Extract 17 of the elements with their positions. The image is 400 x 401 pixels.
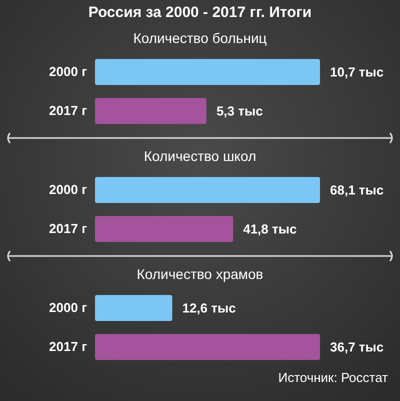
- y-tick-label: 2000 г: [49, 182, 88, 198]
- data-label: 68,1 тыс: [330, 182, 384, 198]
- data-label: 41,8 тыс: [243, 222, 297, 237]
- chart-title: Количество школ: [142, 148, 258, 166]
- y-tick-label: 2000 г: [49, 300, 88, 316]
- y-tick-label: 2017 г: [49, 103, 88, 118]
- chart-subtitle: Количество больниц: [132, 30, 268, 48]
- data-label: 12,6 тыс: [182, 300, 236, 316]
- data-label: 5,3 тыс: [216, 104, 263, 119]
- chart-title: Количество храмов: [136, 266, 264, 284]
- chart-title: Россия за 2000 - 2017 гг. Итоги: [87, 3, 313, 23]
- data-label: 10,7 тыс: [330, 64, 384, 80]
- text: Источник: Росстат: [277, 370, 389, 385]
- data-label: 36,7 тыс: [330, 340, 384, 355]
- y-tick-label: 2000 г: [49, 64, 88, 80]
- y-tick-label: 2017 г: [49, 221, 88, 236]
- y-tick-label: 2017 г: [49, 339, 88, 354]
